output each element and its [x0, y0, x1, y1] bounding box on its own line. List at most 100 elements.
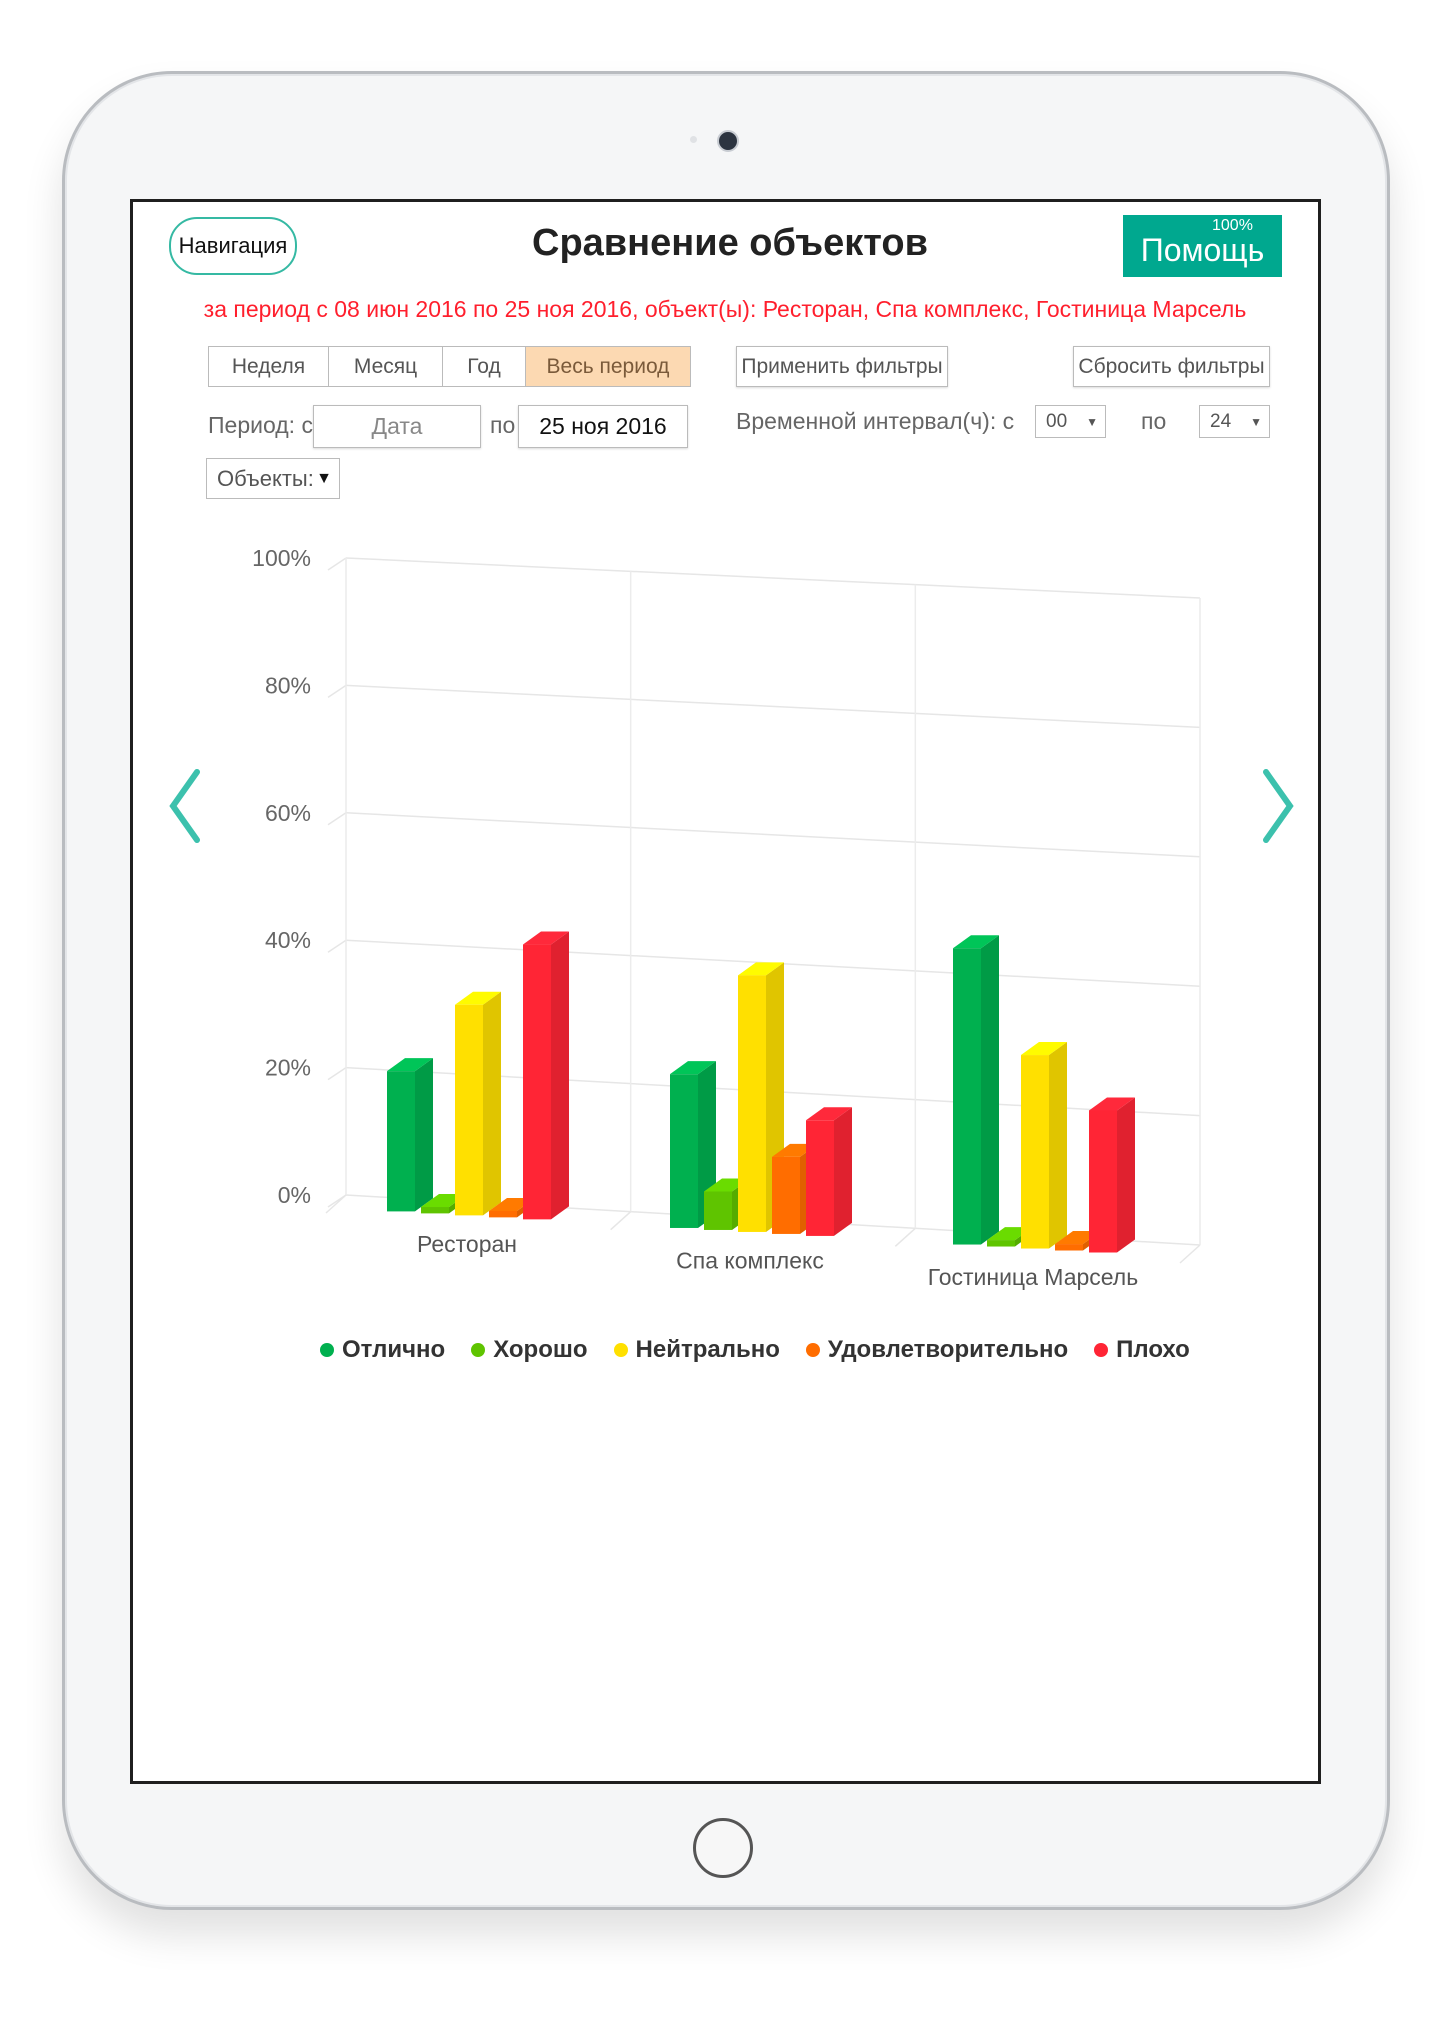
tab-all-period[interactable]: Весь период — [526, 347, 690, 386]
bar-side — [551, 931, 569, 1220]
navigation-button[interactable]: Навигация — [169, 217, 297, 275]
gridline-side — [327, 939, 347, 953]
bar-side — [1117, 1097, 1135, 1253]
to-label: по — [490, 412, 516, 438]
bar — [489, 1210, 517, 1218]
legend-item[interactable]: Хорошо — [471, 1336, 588, 1364]
bar — [1021, 1055, 1049, 1249]
bar — [806, 1120, 834, 1236]
chevron-left-icon[interactable] — [165, 768, 205, 844]
objects-dropdown[interactable]: Объекты: ▼ — [206, 458, 340, 499]
bar-top — [953, 935, 999, 949]
legend-label: Хорошо — [493, 1336, 588, 1363]
legend-label: Плохо — [1116, 1336, 1190, 1363]
bar — [704, 1191, 732, 1230]
bar — [772, 1156, 800, 1234]
dropdown-arrow-icon: ▼ — [1086, 414, 1098, 429]
category-label: Спа комплекс — [676, 1248, 824, 1274]
interval-from-select[interactable]: 00 ▼ — [1035, 405, 1106, 438]
bar-side — [981, 935, 999, 1245]
camera — [717, 130, 739, 152]
home-button[interactable] — [693, 1818, 753, 1878]
bar-side — [834, 1107, 852, 1236]
floor-line — [1179, 1244, 1201, 1264]
legend-label: Удовлетворительно — [827, 1336, 1069, 1363]
legend-dot-icon — [613, 1343, 628, 1357]
comparison-chart: 0% 20% 40% 60% 80% 100% Ресторан Спа комплекс Го… — [252, 545, 1201, 1290]
chart-legend: Отлично Хорошо Нейтрально Удовлетворительно… — [320, 1336, 1190, 1364]
legend-dot-icon — [320, 1343, 334, 1357]
bar-top — [455, 991, 501, 1005]
gridline-side — [327, 812, 347, 826]
bar — [1055, 1244, 1083, 1251]
y-tick-label: 80% — [265, 672, 311, 698]
floor-line — [610, 1211, 632, 1231]
legend-dot-icon — [471, 1343, 486, 1357]
category-label: Гостиница Марсель — [928, 1264, 1138, 1290]
bar — [987, 1240, 1015, 1247]
bar — [455, 1004, 483, 1216]
bar-top — [806, 1107, 852, 1121]
bar — [421, 1207, 449, 1214]
legend-dot-icon — [1094, 1343, 1109, 1357]
bar-top — [387, 1058, 433, 1072]
category-label: Ресторан — [417, 1231, 517, 1257]
bar — [523, 944, 551, 1220]
dropdown-arrow-icon: ▼ — [1250, 414, 1262, 429]
interval-to-label: по — [1141, 408, 1167, 434]
tab-month[interactable]: Месяц — [329, 347, 443, 386]
gridline — [345, 557, 1201, 599]
period-tabs: Неделя Месяц Год Весь период — [208, 346, 691, 387]
floor-line — [325, 1194, 347, 1214]
reset-filters-button[interactable]: Сбросить фильтры — [1073, 346, 1270, 387]
bar — [738, 975, 766, 1232]
bar-top — [670, 1061, 716, 1075]
y-tick-label: 0% — [278, 1182, 311, 1208]
legend-item[interactable]: Удовлетворительно — [805, 1336, 1069, 1364]
gridline-side — [327, 557, 347, 571]
dropdown-arrow-icon: ▼ — [316, 469, 332, 487]
bar-side — [483, 991, 501, 1216]
period-label: Период: с — [208, 412, 313, 438]
date-from-input[interactable]: Дата — [313, 405, 481, 448]
sensor — [690, 136, 697, 143]
legend-item[interactable]: Нейтрально — [613, 1336, 780, 1364]
legend-label: Нейтрально — [635, 1336, 780, 1363]
bar — [1089, 1110, 1117, 1253]
chevron-right-icon[interactable] — [1258, 768, 1298, 844]
tab-year[interactable]: Год — [443, 347, 526, 386]
bar-top — [1021, 1042, 1067, 1056]
gridline-side — [327, 1066, 347, 1081]
legend-dot-icon — [805, 1343, 820, 1357]
bar-top — [1089, 1097, 1135, 1111]
apply-filters-button[interactable]: Применить фильтры — [736, 346, 948, 387]
period-summary: за период с 08 июн 2016 по 25 ноя 2016, … — [203, 296, 1247, 322]
y-tick-label: 20% — [265, 1055, 311, 1081]
y-tick-label: 60% — [265, 800, 311, 826]
bar — [670, 1074, 698, 1228]
tab-week[interactable]: Неделя — [209, 347, 329, 386]
gridline-side — [327, 684, 347, 699]
battery-status: 100% — [1212, 217, 1253, 234]
page-title: Сравнение объектов — [532, 222, 928, 264]
gridline — [345, 684, 1201, 729]
y-tick-label: 100% — [252, 545, 311, 571]
help-button[interactable]: Помощь — [1123, 215, 1282, 277]
legend-item[interactable]: Плохо — [1094, 1336, 1190, 1364]
bar-top — [523, 931, 569, 945]
objects-label: Объекты: — [217, 465, 314, 491]
interval-label: Временной интервал(ч): с — [736, 408, 1015, 434]
interval-to-select[interactable]: 24 ▼ — [1199, 405, 1270, 438]
y-tick-label: 40% — [265, 927, 311, 953]
interval-from-value: 00 — [1046, 410, 1068, 432]
floor-line — [894, 1227, 916, 1247]
legend-item[interactable]: Отлично — [320, 1336, 445, 1364]
bar-top — [738, 962, 784, 976]
interval-to-value: 24 — [1210, 410, 1232, 432]
bar — [953, 948, 981, 1245]
bar-side — [1049, 1042, 1067, 1249]
bar — [387, 1071, 415, 1212]
date-to-input[interactable]: 25 ноя 2016 — [518, 405, 688, 448]
bar-side — [415, 1058, 433, 1212]
gridline — [345, 812, 1201, 858]
